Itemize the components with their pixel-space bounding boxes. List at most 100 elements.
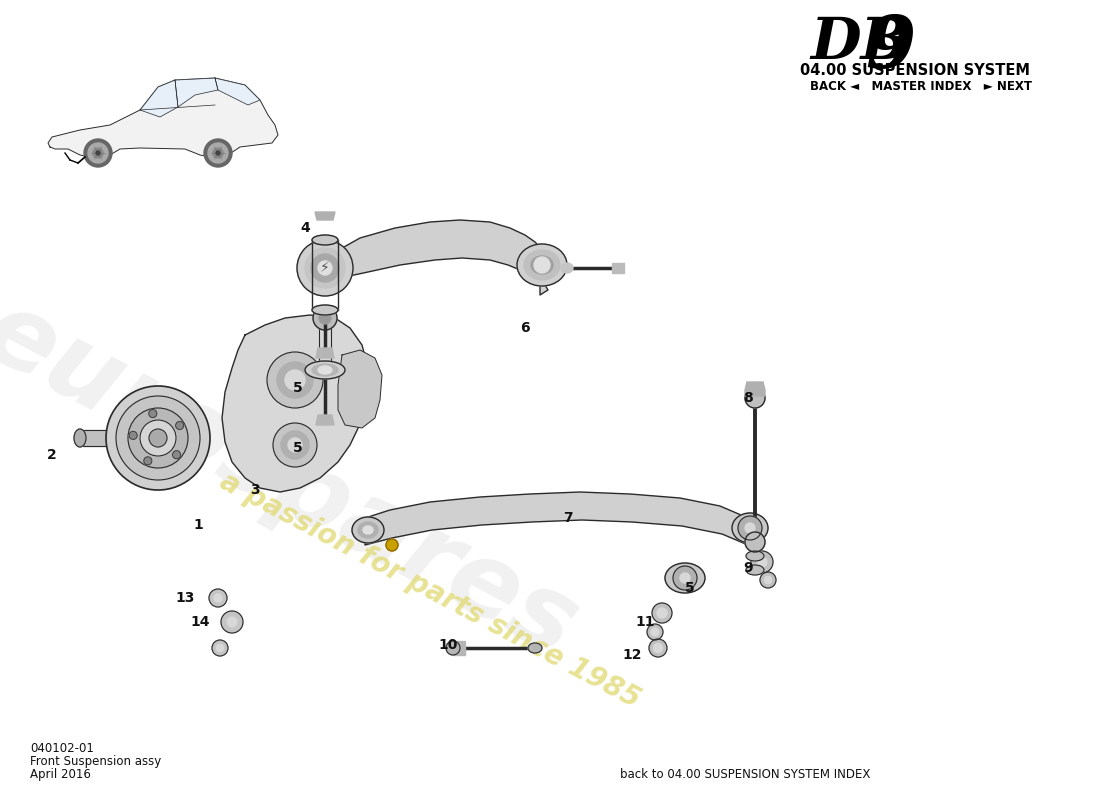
Polygon shape: [316, 348, 334, 358]
Circle shape: [94, 148, 103, 158]
Circle shape: [128, 408, 188, 468]
Circle shape: [757, 557, 767, 567]
Polygon shape: [316, 415, 334, 425]
Text: 3: 3: [250, 483, 260, 497]
Polygon shape: [214, 78, 260, 105]
Circle shape: [208, 143, 228, 163]
Text: DB: DB: [810, 15, 910, 71]
Circle shape: [305, 248, 345, 288]
Circle shape: [116, 396, 200, 480]
Circle shape: [285, 370, 305, 390]
Ellipse shape: [312, 235, 338, 245]
Text: 040102-01: 040102-01: [30, 742, 94, 755]
Polygon shape: [82, 430, 106, 446]
Circle shape: [277, 362, 313, 398]
Ellipse shape: [666, 563, 705, 593]
Text: 8: 8: [744, 391, 752, 405]
Ellipse shape: [318, 366, 332, 374]
Circle shape: [217, 645, 223, 651]
Circle shape: [106, 386, 210, 490]
Circle shape: [673, 566, 697, 590]
Text: 1: 1: [194, 518, 202, 532]
Text: 9: 9: [744, 561, 752, 575]
Circle shape: [745, 532, 764, 552]
Circle shape: [745, 523, 755, 533]
Polygon shape: [745, 382, 764, 396]
Polygon shape: [48, 78, 278, 158]
Circle shape: [216, 151, 220, 155]
Circle shape: [209, 589, 227, 607]
Text: 12: 12: [623, 648, 641, 662]
Ellipse shape: [746, 565, 764, 575]
Circle shape: [140, 420, 176, 456]
Circle shape: [751, 551, 773, 573]
Ellipse shape: [312, 364, 338, 376]
Ellipse shape: [561, 263, 573, 273]
Circle shape: [96, 151, 100, 155]
Ellipse shape: [312, 305, 338, 315]
Circle shape: [213, 594, 222, 602]
Polygon shape: [175, 78, 218, 107]
Ellipse shape: [74, 429, 86, 447]
Text: 4: 4: [300, 221, 310, 235]
Polygon shape: [453, 641, 465, 655]
Circle shape: [647, 624, 663, 640]
Text: 2: 2: [47, 448, 57, 462]
Polygon shape: [222, 315, 370, 492]
Circle shape: [745, 388, 764, 408]
Ellipse shape: [358, 522, 378, 538]
Text: Front Suspension assy: Front Suspension assy: [30, 755, 162, 768]
Text: 5: 5: [293, 381, 303, 395]
Circle shape: [649, 639, 667, 657]
Circle shape: [534, 257, 550, 273]
Text: 5: 5: [685, 581, 695, 595]
Text: 5: 5: [293, 441, 303, 455]
Circle shape: [314, 306, 337, 330]
Circle shape: [176, 422, 184, 430]
Circle shape: [319, 312, 331, 324]
Circle shape: [318, 261, 332, 275]
Circle shape: [148, 429, 167, 447]
Circle shape: [280, 431, 309, 459]
Circle shape: [657, 608, 667, 618]
Circle shape: [129, 431, 138, 439]
Circle shape: [288, 438, 302, 452]
Text: 6: 6: [520, 321, 530, 335]
Ellipse shape: [352, 517, 384, 543]
Circle shape: [760, 572, 775, 588]
Circle shape: [88, 143, 108, 163]
Circle shape: [221, 611, 243, 633]
Circle shape: [204, 139, 232, 167]
Text: 04.00 SUSPENSION SYSTEM: 04.00 SUSPENSION SYSTEM: [800, 63, 1030, 78]
Ellipse shape: [524, 250, 560, 280]
Circle shape: [311, 254, 339, 282]
Circle shape: [446, 641, 460, 655]
Ellipse shape: [531, 256, 553, 274]
Text: 10: 10: [438, 638, 458, 652]
Ellipse shape: [363, 526, 373, 534]
Polygon shape: [140, 80, 178, 117]
Circle shape: [148, 410, 157, 418]
Polygon shape: [318, 220, 552, 295]
Circle shape: [297, 240, 353, 296]
Ellipse shape: [517, 244, 566, 286]
Ellipse shape: [732, 513, 768, 543]
Circle shape: [213, 148, 223, 158]
Circle shape: [386, 539, 398, 551]
Circle shape: [144, 457, 152, 465]
Circle shape: [738, 516, 762, 540]
Circle shape: [267, 352, 323, 408]
Circle shape: [227, 617, 236, 627]
Circle shape: [173, 450, 180, 458]
Polygon shape: [365, 492, 748, 545]
Circle shape: [652, 603, 672, 623]
Polygon shape: [338, 350, 382, 428]
Text: BACK ◄   MASTER INDEX   ► NEXT: BACK ◄ MASTER INDEX ► NEXT: [810, 80, 1032, 93]
Circle shape: [84, 139, 112, 167]
Polygon shape: [612, 263, 624, 273]
Circle shape: [212, 640, 228, 656]
Text: 14: 14: [190, 615, 210, 629]
Circle shape: [764, 576, 771, 584]
Text: back to 04.00 SUSPENSION SYSTEM INDEX: back to 04.00 SUSPENSION SYSTEM INDEX: [620, 768, 870, 781]
Ellipse shape: [746, 551, 764, 561]
